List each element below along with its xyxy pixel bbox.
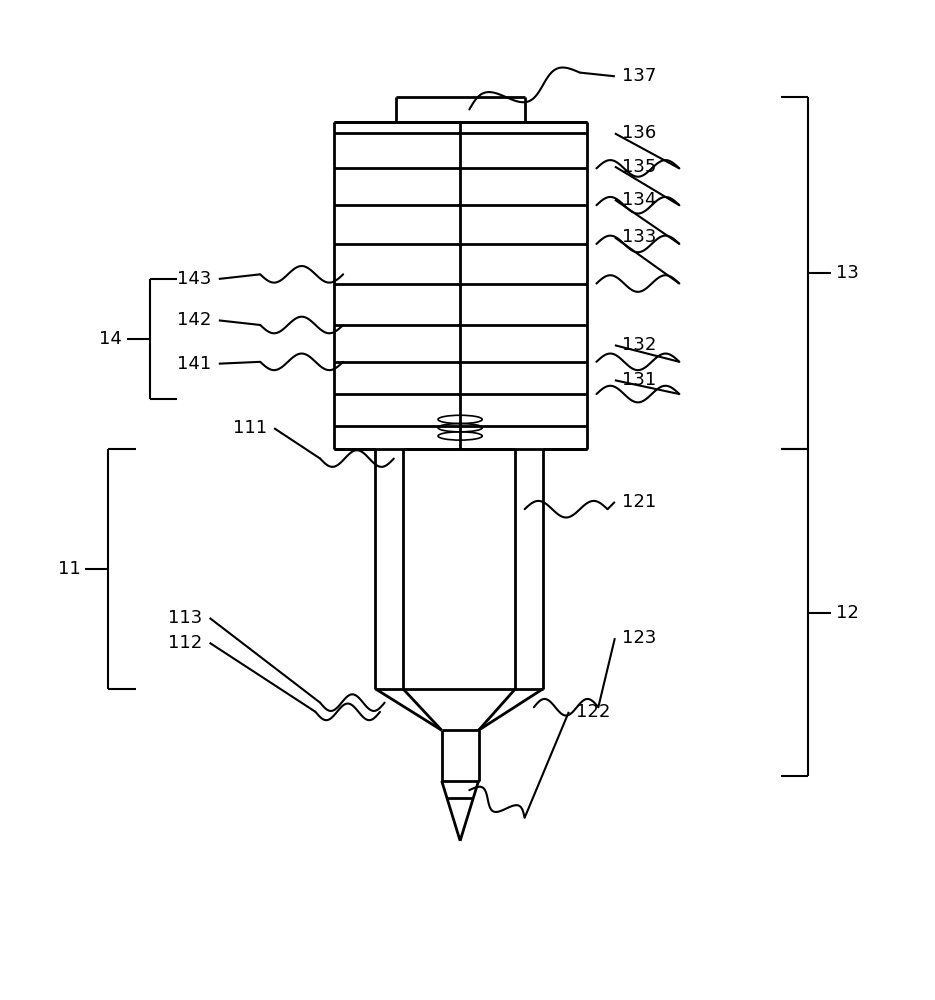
Text: 137: 137 [623, 67, 656, 85]
Text: 131: 131 [623, 371, 656, 389]
Text: 122: 122 [576, 703, 611, 721]
Text: 14: 14 [99, 330, 122, 348]
Text: 113: 113 [168, 609, 202, 627]
Text: 142: 142 [177, 311, 211, 329]
Text: 136: 136 [623, 124, 656, 142]
Text: 141: 141 [177, 355, 211, 373]
Text: 112: 112 [168, 634, 202, 652]
Text: 13: 13 [836, 264, 859, 282]
Text: 133: 133 [623, 228, 656, 246]
Text: 143: 143 [177, 270, 211, 288]
Text: 11: 11 [58, 560, 80, 578]
Text: 123: 123 [623, 629, 656, 647]
Text: 121: 121 [623, 493, 656, 511]
Text: 12: 12 [836, 604, 859, 622]
Text: 132: 132 [623, 336, 656, 354]
Text: 135: 135 [623, 158, 656, 176]
Text: 111: 111 [233, 419, 266, 437]
Text: 134: 134 [623, 191, 656, 209]
